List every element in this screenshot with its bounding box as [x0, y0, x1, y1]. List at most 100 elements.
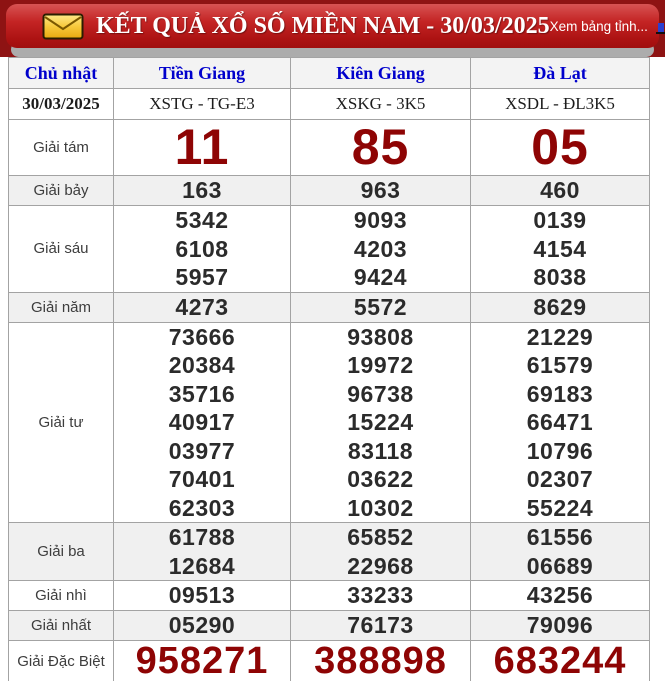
prize-numbers-cell: 79096 [470, 610, 650, 641]
prize-numbers-cell: 5342 6108 5957 [113, 205, 291, 293]
draw-date: 30/03/2025 [8, 88, 114, 120]
prize-numbers-cell: 388898 [290, 640, 471, 681]
bar-chart-icon[interactable] [655, 14, 665, 34]
header-bar: KẾT QUẢ XỔ SỐ MIỀN NAM - 30/03/2025 Xem … [6, 4, 665, 48]
prize-number: 5342 [175, 207, 229, 233]
prize-number: 5957 [175, 264, 229, 290]
prize-number: 05 [531, 119, 589, 175]
prize-number: 4273 [175, 293, 229, 320]
prize-number: 96738 [347, 380, 414, 407]
prize-numbers-cell: 163 [113, 175, 291, 206]
prize-number: 61579 [526, 352, 594, 378]
prize-row: Giải nhì 09513 33233 43256 [8, 580, 650, 611]
envelope-icon [42, 13, 84, 39]
prize-number: 20384 [168, 352, 236, 378]
prize-number: 9093 [353, 207, 408, 233]
prize-number: 62303 [168, 494, 236, 521]
prize-number: 85 [351, 119, 410, 175]
page-title: KẾT QUẢ XỔ SỐ MIỀN NAM - 30/03/2025 [96, 12, 550, 39]
prize-row: Giải ba 61788 12684 65852 22968 61556 06689 [8, 522, 650, 581]
prize-numbers-cell: 33233 [290, 580, 471, 611]
prize-numbers-cell: 76173 [290, 610, 471, 641]
prize-number: 05290 [168, 612, 236, 639]
prize-numbers-cell: 61788 12684 [113, 522, 291, 581]
prize-numbers-cell: 09513 [113, 580, 291, 611]
prize-number: 21229 [526, 323, 594, 350]
prize-number: 10302 [347, 494, 414, 521]
prize-label: Giải tám [8, 119, 114, 176]
prize-number: 11 [174, 119, 230, 175]
province-link-tien-giang[interactable]: Tiền Giang [158, 62, 246, 83]
prize-label: Giải sáu [8, 205, 114, 293]
province-link-da-lat[interactable]: Đà Lạt [533, 62, 587, 83]
prize-row: Giải tư 73666 20384 35716 40917 03977 70401 623… [8, 321, 650, 523]
prize-number: 19972 [347, 352, 414, 378]
prize-number: 93808 [347, 323, 414, 350]
prize-numbers-cell: 05 [470, 119, 650, 176]
prize-number: 65852 [347, 524, 414, 550]
prize-number: 03622 [347, 466, 414, 492]
prize-number: 958271 [135, 640, 269, 681]
page-header: KẾT QUẢ XỔ SỐ MIỀN NAM - 30/03/2025 Xem … [0, 0, 665, 57]
prize-label: Giải năm [8, 291, 114, 323]
prize-number: 61556 [526, 524, 594, 550]
prize-number: 10796 [526, 437, 594, 464]
prize-row: Giải tám 11 85 05 [8, 119, 650, 176]
prize-numbers-cell: 683244 [470, 640, 650, 681]
prize-number: 66471 [526, 409, 594, 435]
draw-code: XSDL - ĐL3K5 [470, 88, 650, 120]
prize-numbers-cell: 11 [113, 119, 291, 176]
prize-number: 76173 [347, 612, 414, 639]
province-link-kien-giang[interactable]: Kiên Giang [336, 62, 425, 83]
draw-code: XSTG - TG-E3 [113, 88, 291, 120]
draw-code: XSKG - 3K5 [290, 88, 471, 120]
prize-label: Giải nhì [8, 580, 114, 611]
prize-number: 0139 [533, 207, 587, 233]
prize-number: 388898 [314, 640, 447, 681]
prize-numbers-cell: 85 [290, 119, 471, 176]
prize-number: 8038 [533, 264, 587, 290]
prize-number: 40917 [168, 409, 236, 435]
prize-row: Giải sáu 5342 6108 5957 9093 4203 9424 0139 4154… [8, 205, 650, 293]
prize-number: 06689 [526, 552, 594, 579]
prize-label: Giải bảy [8, 175, 114, 206]
prize-numbers-cell: 958271 [113, 640, 291, 681]
prize-label: Giải ba [8, 522, 114, 581]
prize-number: 4154 [533, 235, 587, 262]
day-of-week-link[interactable]: Chủ nhật [24, 62, 98, 83]
prize-numbers-cell: 65852 22968 [290, 522, 471, 581]
prize-number: 963 [360, 177, 401, 204]
prize-label: Giải nhất [8, 610, 114, 641]
view-province-table-link[interactable]: Xem bảng tỉnh... [549, 18, 648, 34]
prize-numbers-cell: 460 [470, 175, 650, 206]
prize-numbers-cell: 8629 [470, 291, 650, 323]
prize-number: 35716 [168, 380, 236, 407]
prize-number: 5572 [353, 293, 408, 320]
prize-number: 6108 [175, 235, 229, 262]
prize-number: 4203 [353, 235, 408, 262]
prize-numbers-cell: 61556 06689 [470, 522, 650, 581]
prize-number: 02307 [526, 466, 594, 492]
prize-row: Giải bảy 163 963 460 [8, 175, 650, 206]
prize-numbers-cell: 0139 4154 8038 [470, 205, 650, 293]
prize-number: 09513 [168, 582, 236, 609]
prize-number: 683244 [493, 640, 627, 681]
prize-number: 8629 [533, 293, 587, 320]
prize-number: 55224 [526, 494, 594, 521]
prize-number: 79096 [526, 612, 594, 639]
prize-number: 22968 [347, 552, 414, 579]
prize-numbers-cell: 9093 4203 9424 [290, 205, 471, 293]
prize-row: Giải Đặc Biệt 958271 388898 683244 [8, 640, 650, 681]
prize-number: 03977 [168, 437, 236, 464]
prize-numbers-cell: 21229 61579 69183 66471 10796 02307 55224 [470, 321, 650, 523]
prize-number: 61788 [168, 524, 236, 550]
prize-numbers-cell: 5572 [290, 291, 471, 323]
prize-number: 9424 [353, 264, 408, 290]
prize-row: Giải năm 4273 5572 8629 [8, 291, 650, 323]
prize-row: Giải nhất 05290 76173 79096 [8, 610, 650, 641]
prize-number: 83118 [347, 437, 414, 464]
prize-number: 460 [540, 177, 580, 204]
prize-rows: Giải tám 11 85 05 Giải bảy 163 963 460 Giải sáu 5… [8, 119, 650, 681]
prize-number: 43256 [526, 582, 594, 609]
prize-number: 73666 [168, 323, 236, 350]
